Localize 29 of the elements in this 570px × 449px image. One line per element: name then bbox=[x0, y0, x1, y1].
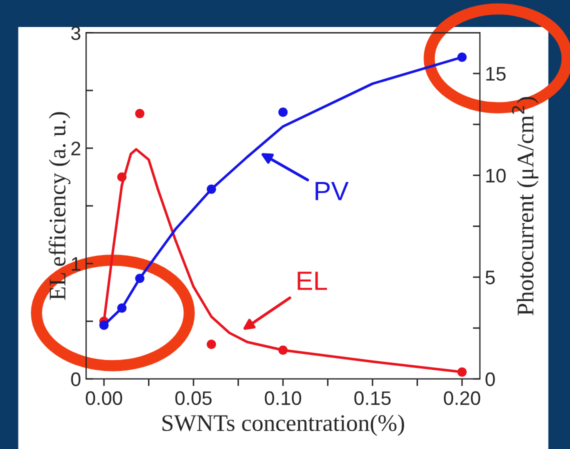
y-tick-label: 1 bbox=[72, 257, 80, 271]
x-tick-label: 0.00 bbox=[86, 391, 122, 406]
y2-tick-label: 0 bbox=[486, 372, 495, 386]
point bbox=[99, 320, 109, 330]
point bbox=[278, 345, 288, 355]
x-tick-label: 0.15 bbox=[354, 391, 391, 406]
y2-axis-title: Photocurrent (μA/cm$^{2}$) bbox=[512, 96, 538, 316]
y-tick-label: 0 bbox=[71, 372, 80, 386]
point bbox=[135, 108, 144, 118]
annotation: EL bbox=[298, 272, 327, 290]
point bbox=[135, 274, 144, 284]
point bbox=[117, 172, 127, 182]
point bbox=[206, 184, 216, 194]
y2-tick-label: 15 bbox=[486, 67, 506, 81]
x-tick-label: 0.20 bbox=[444, 391, 480, 406]
y2-tick-label: 5 bbox=[486, 270, 495, 284]
point bbox=[457, 52, 467, 62]
annotation: PV bbox=[316, 182, 349, 200]
x-tick-label: 0.05 bbox=[175, 391, 212, 406]
y-tick-label: 2 bbox=[71, 142, 80, 156]
x-tick-label: 0.10 bbox=[264, 391, 302, 406]
point bbox=[206, 340, 216, 349]
x-axis-title: SWNTs concentration(%) bbox=[162, 414, 404, 436]
point bbox=[278, 108, 288, 117]
y-tick-label: 3 bbox=[71, 26, 80, 40]
point bbox=[457, 367, 467, 377]
y2-tick-label: 10 bbox=[486, 168, 506, 183]
point bbox=[117, 303, 127, 313]
y-axis-title: EL efficiency (a. u.) bbox=[48, 112, 70, 300]
